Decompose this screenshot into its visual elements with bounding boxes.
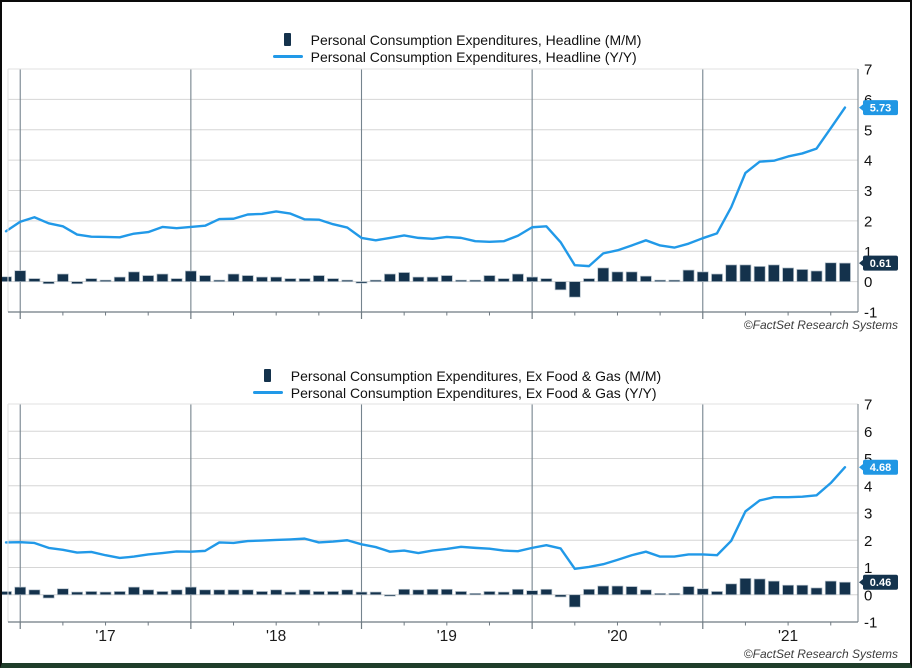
svg-text:0.46: 0.46 [870, 577, 891, 589]
legend-item-exfoodgas-yy: Personal Consumption Expenditures, Ex Fo… [251, 384, 657, 401]
svg-text:'21: '21 [778, 628, 798, 645]
legend-label: Personal Consumption Expenditures, Headl… [310, 48, 637, 65]
marker-slot [251, 391, 285, 394]
bar-marker-icon [264, 369, 272, 382]
legend-item-headline-mm: Personal Consumption Expenditures, Headl… [271, 31, 642, 48]
svg-text:0.61: 0.61 [870, 258, 891, 270]
marker-slot [271, 55, 305, 58]
svg-text:1: 1 [864, 560, 872, 577]
svg-text:7: 7 [864, 62, 872, 79]
headline-legend: Personal Consumption Expenditures, Headl… [2, 31, 910, 65]
svg-text:'20: '20 [607, 628, 628, 645]
svg-text:5: 5 [864, 451, 872, 468]
svg-text:4: 4 [864, 153, 872, 170]
legend-item-exfoodgas-mm: Personal Consumption Expenditures, Ex Fo… [251, 367, 661, 384]
legend-label: Personal Consumption Expenditures, Ex Fo… [290, 384, 657, 401]
factset-credit: ©FactSet Research Systems [743, 318, 898, 332]
svg-text:2: 2 [864, 533, 872, 550]
svg-text:4: 4 [864, 478, 872, 495]
ex-food-gas-legend: Personal Consumption Expenditures, Ex Fo… [2, 367, 910, 401]
svg-text:'17: '17 [95, 628, 115, 645]
svg-text:3: 3 [864, 506, 872, 523]
line-marker-icon [272, 55, 303, 58]
svg-text:3: 3 [864, 183, 872, 200]
legend-label: Personal Consumption Expenditures, Headl… [310, 31, 642, 48]
svg-text:'19: '19 [437, 628, 457, 645]
legend-item-headline-yy: Personal Consumption Expenditures, Headl… [271, 48, 637, 65]
line-marker-icon [252, 391, 283, 394]
svg-text:5.73: 5.73 [870, 103, 891, 115]
factset-credit: ©FactSet Research Systems [743, 647, 898, 661]
ex-food-gas-chart-canvas: 7 6 5 4 3 2 1 0 -1 4.68 0.46 '17 '18 '19 '20 '21 [2, 397, 898, 645]
legend-label: Personal Consumption Expenditures, Ex Fo… [290, 367, 662, 384]
svg-text:5: 5 [864, 122, 872, 139]
svg-text:4.68: 4.68 [870, 462, 891, 474]
svg-text:0: 0 [864, 274, 872, 291]
marker-slot [271, 33, 305, 46]
svg-text:-1: -1 [864, 305, 877, 322]
svg-text:1: 1 [864, 244, 872, 261]
svg-text:'18: '18 [266, 628, 286, 645]
svg-text:2: 2 [864, 213, 872, 230]
svg-text:7: 7 [864, 397, 872, 414]
svg-text:0: 0 [864, 587, 872, 604]
marker-slot [251, 369, 285, 382]
bar-marker-icon [284, 33, 292, 46]
svg-text:-1: -1 [864, 615, 877, 632]
svg-text:6: 6 [864, 424, 872, 441]
